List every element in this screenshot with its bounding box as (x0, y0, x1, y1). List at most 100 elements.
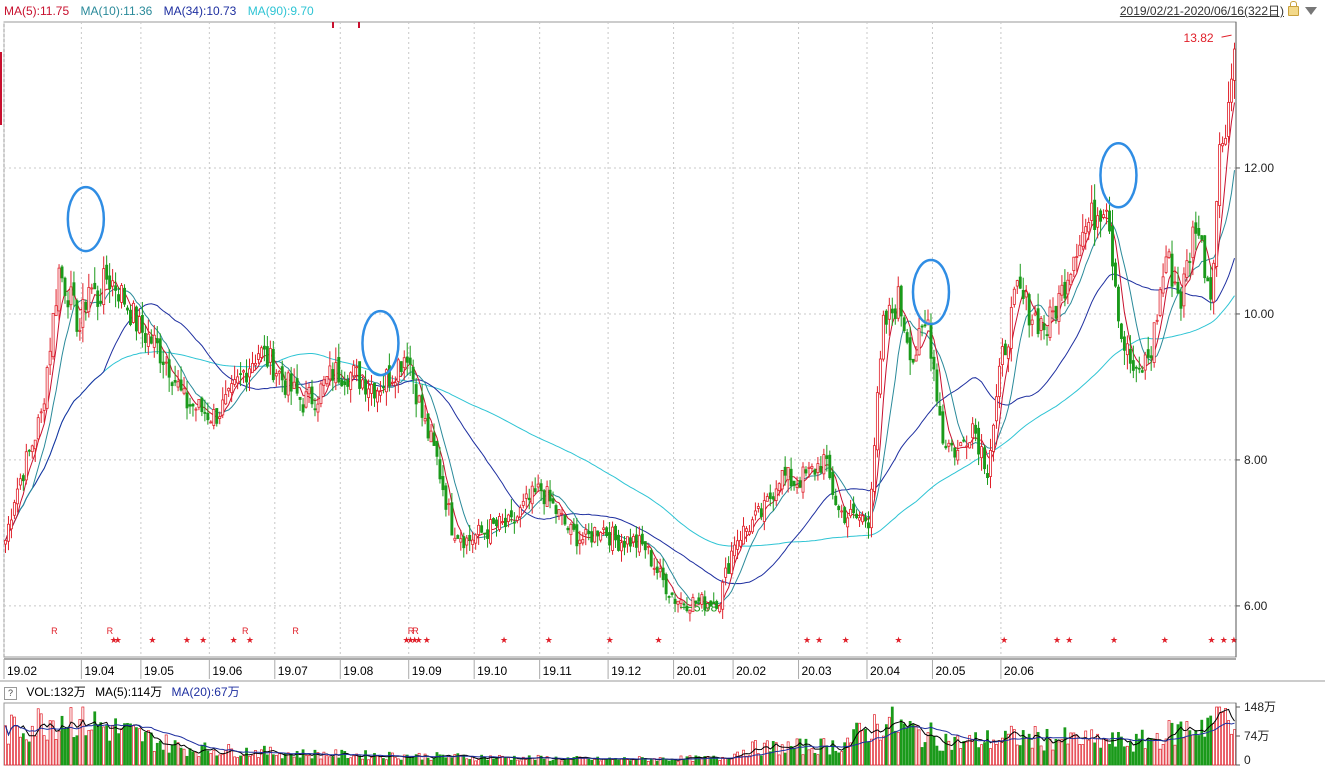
candle-body (57, 267, 61, 312)
volume-bar (1179, 721, 1183, 766)
help-icon[interactable]: ? (4, 687, 17, 700)
candle-body (96, 290, 100, 307)
candle-body (492, 518, 495, 524)
candle-body (914, 354, 918, 362)
volume-bar (1066, 743, 1070, 766)
candle-body (1105, 209, 1108, 212)
candle-body (194, 408, 198, 411)
volume-bar (84, 735, 88, 766)
candle-body (881, 314, 885, 360)
volume-bar (358, 755, 362, 766)
candle-body (950, 442, 954, 446)
candle-body (1012, 288, 1016, 305)
volume-bar (411, 756, 415, 766)
volume-bar (846, 737, 850, 766)
volume-bar (861, 730, 864, 766)
volume-bar (1111, 732, 1114, 766)
volume-bar (265, 754, 269, 766)
volume-bar (298, 757, 302, 766)
volume-bar (310, 758, 314, 766)
volume-bar (301, 749, 305, 766)
candle-body (376, 390, 379, 403)
volume-bar (751, 741, 754, 766)
lock-icon[interactable] (1288, 1, 1299, 16)
x-tick-label: 19.12 (611, 664, 641, 678)
volume-bar (629, 760, 632, 766)
candle-body (852, 503, 856, 514)
volume-bar (965, 741, 969, 766)
volume-bar (721, 756, 725, 766)
candle-body (146, 333, 150, 347)
candle-body (759, 508, 763, 518)
candle-body (750, 519, 754, 533)
volume-bar (974, 732, 978, 766)
candle-body (908, 337, 912, 361)
volume-bar (754, 740, 757, 766)
candle-body (587, 530, 591, 535)
candle-body (560, 512, 564, 515)
candle-body (679, 599, 683, 604)
candle-body (521, 500, 525, 506)
volume-bar (792, 747, 796, 766)
candle-body (498, 516, 501, 530)
volume-bar (295, 751, 299, 766)
volume-bar (444, 757, 448, 766)
volume-bar (123, 723, 126, 766)
volume-bar (158, 740, 162, 766)
volume-chart[interactable]: 148万 74万 0 (3, 700, 1276, 767)
candle-body (509, 510, 513, 518)
candle-body (620, 542, 623, 552)
candle-body (129, 309, 132, 325)
volume-bar (313, 749, 317, 766)
date-range-text[interactable]: 2019/02/21-2020/06/16(322日) (1119, 4, 1284, 18)
candle-body (36, 417, 40, 440)
candle-body (870, 488, 873, 529)
candle-body (843, 507, 847, 524)
candle-body (628, 537, 632, 547)
volume-bar (899, 719, 903, 766)
volume-bar (756, 753, 760, 766)
volume-bar (242, 755, 245, 766)
x-tick-label: 20.05 (935, 664, 965, 678)
candle-body (992, 424, 995, 452)
y-axis: 6.00 8.00 10.00 12.00 (1235, 22, 1274, 657)
candle-body (1140, 370, 1144, 373)
candle-body (411, 366, 415, 380)
candle-body (81, 299, 85, 328)
candle-body (828, 454, 832, 479)
candle-body (712, 601, 716, 604)
volume-bar (1152, 739, 1156, 766)
volume-bar (563, 759, 567, 766)
volume-bar (947, 740, 951, 766)
volume-bar (1191, 734, 1195, 766)
volume-bar (209, 753, 213, 766)
candle-body (1218, 144, 1222, 206)
volume-bar (289, 753, 293, 766)
candle-body (352, 365, 356, 377)
candle-body (227, 387, 231, 392)
marker-star: ★ (500, 635, 508, 645)
candle-body (563, 515, 567, 525)
volume-bar (539, 755, 543, 766)
candle-body (798, 480, 802, 488)
candle-body (831, 471, 835, 496)
ma90-path (5, 295, 1235, 547)
dropdown-arrow-icon[interactable] (1305, 7, 1317, 15)
volume-bar (379, 756, 382, 766)
volume-bar (914, 725, 918, 766)
date-range-selector[interactable]: 2019/02/21-2020/06/16(322日) (1119, 1, 1317, 20)
candle-body (224, 394, 228, 405)
candle-body (962, 439, 966, 442)
marker-star: ★ (1208, 635, 1216, 645)
candle-body (623, 540, 626, 548)
candle-body (259, 347, 263, 358)
volume-bar (1215, 706, 1219, 766)
candle-body (295, 378, 299, 394)
candle-body (700, 594, 704, 605)
x-tick-label: 19.10 (477, 664, 507, 678)
candle-body (667, 596, 671, 598)
volume-bar (697, 756, 701, 766)
volume-bar (670, 759, 674, 766)
candle-body (1078, 244, 1082, 257)
